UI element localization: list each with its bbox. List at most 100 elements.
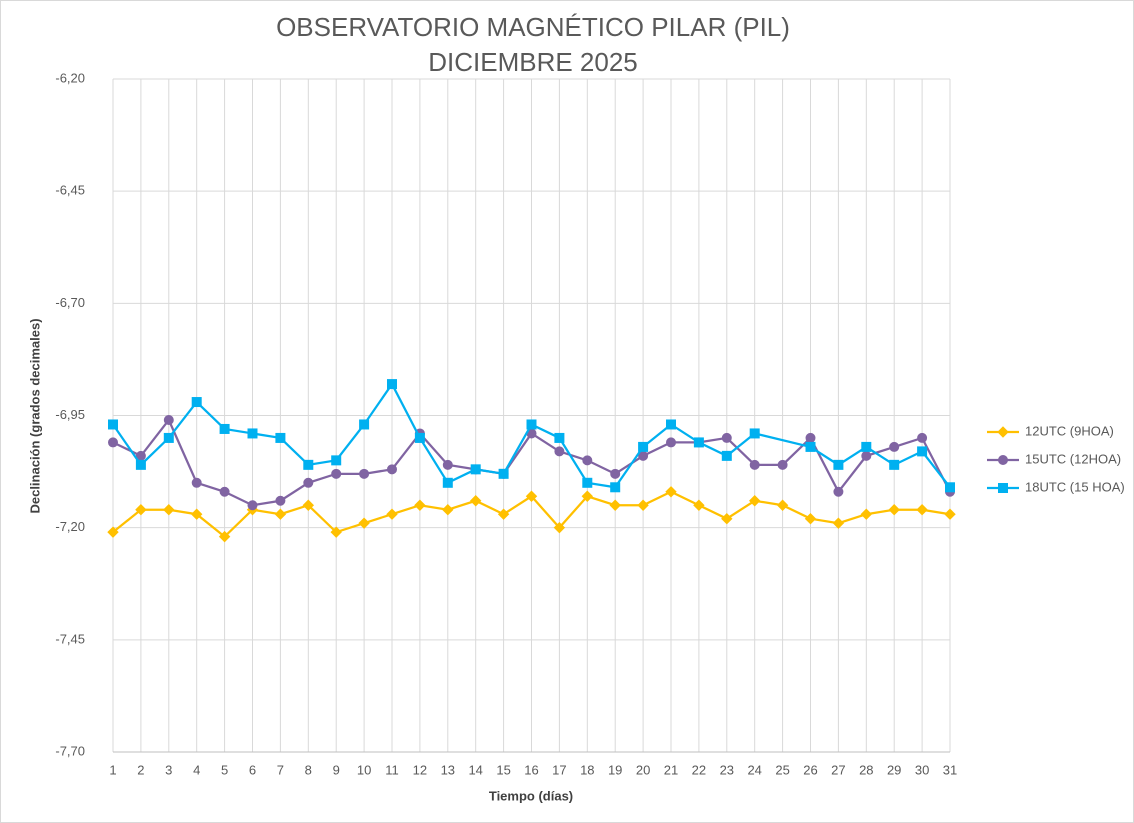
x-tick-label: 5	[221, 762, 228, 777]
data-point	[525, 490, 538, 502]
x-tick-label: 7	[277, 762, 284, 777]
y-tick-label: -6,45	[55, 183, 85, 198]
x-tick-label: 30	[915, 762, 929, 777]
y-tick-label: -7,20	[55, 519, 85, 534]
data-point	[554, 432, 565, 443]
x-axis-title: Tiempo (días)	[489, 788, 573, 803]
data-point	[944, 508, 956, 520]
data-point	[135, 459, 146, 470]
x-tick-label: 24	[747, 762, 761, 777]
data-point	[386, 508, 398, 520]
x-tick-label: 15	[496, 762, 510, 777]
x-tick-label: 1	[109, 762, 116, 777]
data-point	[191, 477, 202, 488]
data-point	[218, 530, 231, 543]
data-point	[191, 397, 202, 408]
data-point	[609, 499, 621, 511]
data-point	[582, 455, 593, 466]
x-tick-label: 10	[357, 762, 371, 777]
x-tick-label: 21	[664, 762, 678, 777]
x-tick-label: 28	[859, 762, 873, 777]
chart-title: OBSERVATORIO MAGNÉTICO PILAR (PIL)	[276, 12, 790, 42]
data-point	[861, 441, 872, 452]
y-tick-label: -6,20	[55, 70, 85, 85]
data-point	[833, 486, 844, 497]
data-point	[414, 432, 425, 443]
y-tick-label: -7,45	[55, 631, 85, 646]
x-tick-label: 31	[943, 762, 957, 777]
data-point	[610, 482, 621, 493]
x-tick-label: 9	[333, 762, 340, 777]
data-point	[331, 468, 342, 479]
data-point	[693, 437, 704, 448]
data-point	[330, 526, 342, 538]
legend-label: 12UTC (9HOA)	[1025, 423, 1114, 438]
data-point	[721, 432, 732, 443]
data-point	[497, 508, 510, 520]
y-tick-label: -7,70	[55, 743, 85, 758]
x-tick-label: 25	[775, 762, 789, 777]
y-tick-label: -6,70	[55, 295, 85, 310]
legend-marker	[997, 426, 1009, 438]
data-point	[777, 459, 788, 470]
data-point	[358, 517, 370, 529]
data-point	[135, 504, 147, 516]
x-tick-label: 19	[608, 762, 622, 777]
gap-connector	[754, 432, 811, 449]
data-point	[247, 428, 258, 439]
x-tick-label: 16	[524, 762, 538, 777]
data-point	[331, 455, 342, 466]
data-point	[748, 495, 761, 507]
data-point	[581, 490, 594, 502]
data-point	[274, 508, 287, 520]
data-point	[638, 441, 649, 452]
data-point	[387, 379, 397, 390]
data-point	[861, 450, 872, 461]
data-point	[805, 441, 816, 452]
data-point	[275, 432, 286, 443]
data-point	[721, 512, 733, 525]
data-point	[219, 486, 230, 497]
data-point	[776, 499, 789, 511]
data-point	[303, 459, 314, 470]
data-point	[917, 446, 928, 457]
data-point	[889, 459, 900, 470]
data-point	[916, 504, 928, 516]
data-point	[889, 441, 900, 452]
data-point	[108, 419, 118, 430]
data-point	[526, 419, 537, 430]
data-point	[163, 504, 175, 516]
data-point	[275, 495, 286, 506]
data-point	[721, 450, 732, 461]
data-point	[303, 477, 314, 488]
x-tick-label: 8	[305, 762, 312, 777]
x-tick-label: 14	[468, 762, 482, 777]
data-point	[498, 468, 509, 479]
chart-subtitle: DICIEMBRE 2025	[428, 47, 638, 77]
data-point	[442, 459, 453, 470]
data-point	[302, 499, 315, 511]
x-tick-label: 13	[441, 762, 455, 777]
x-tick-label: 22	[692, 762, 706, 777]
legend-label: 18UTC (15 HOA)	[1025, 479, 1125, 494]
data-point	[833, 459, 844, 470]
x-tick-label: 2	[137, 762, 144, 777]
x-tick-label: 6	[249, 762, 256, 777]
x-tick-label: 4	[193, 762, 200, 777]
data-point	[553, 521, 566, 534]
x-tick-label: 17	[552, 762, 566, 777]
y-tick-label: -6,95	[55, 407, 85, 422]
data-point	[749, 428, 760, 439]
data-point	[610, 468, 621, 479]
data-point	[470, 464, 481, 475]
data-point	[860, 508, 873, 520]
data-point	[190, 508, 203, 520]
data-point	[108, 437, 118, 448]
data-point	[666, 419, 676, 430]
data-point	[469, 495, 482, 507]
data-point	[749, 459, 760, 470]
data-point	[387, 464, 397, 475]
legend-marker	[998, 483, 1008, 493]
